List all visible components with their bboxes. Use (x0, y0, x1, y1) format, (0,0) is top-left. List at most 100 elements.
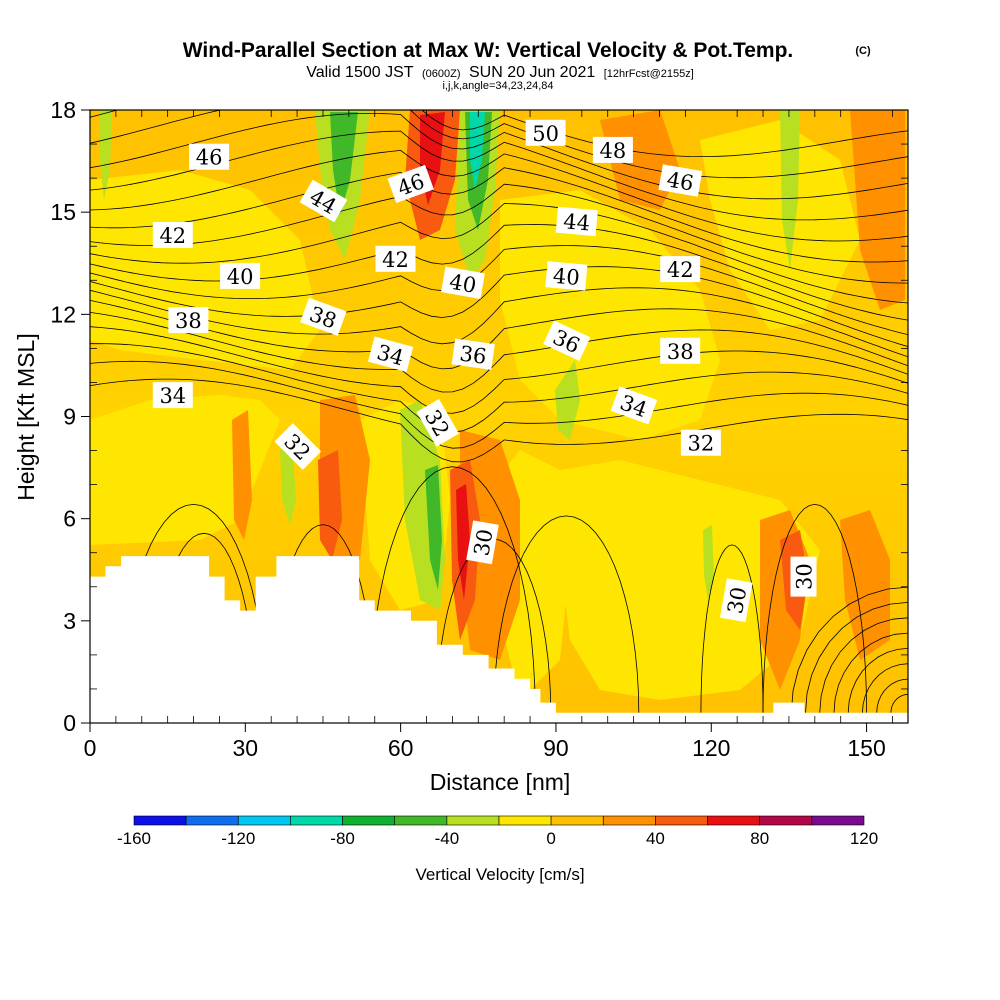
contour-label-text: 46 (196, 146, 223, 170)
contour-label-box (451, 338, 495, 370)
colorbar: -160 -120 -80 -40 0 40 80 120 (117, 815, 878, 848)
contour-label-box (680, 429, 721, 456)
colorbar-swatch (759, 815, 813, 826)
contour-label-box (220, 262, 261, 289)
velocity-zone (90, 170, 320, 370)
contour-label-box (441, 266, 485, 299)
y-tick-label: 3 (63, 608, 76, 634)
theta-contour (862, 663, 908, 713)
velocity-zone (318, 450, 342, 560)
velocity-zone (330, 112, 358, 215)
contour-label-box (300, 297, 347, 336)
contour-label-text: 38 (667, 340, 694, 364)
contour-label: 36 (451, 338, 495, 370)
contour-label: 40 (220, 262, 261, 289)
plot-area (90, 110, 908, 723)
theta-contour (90, 149, 908, 242)
theta-contour (90, 287, 908, 358)
colorbar-tick-label: -120 (221, 829, 255, 848)
velocity-zone (232, 410, 252, 540)
contour-label-box (610, 386, 658, 425)
contour-label-box (658, 164, 703, 197)
contour-label-box (375, 245, 416, 272)
contour-label-box (790, 556, 817, 597)
contour-label-box (152, 382, 193, 409)
theta-contour (90, 110, 908, 158)
velocity-zone (700, 120, 860, 330)
colorbar-label: Vertical Velocity [cm/s] (415, 865, 584, 884)
y-tick-label: 12 (50, 301, 76, 327)
x-axis-label: Distance [nm] (430, 769, 571, 795)
y-tick-label: 6 (63, 506, 76, 532)
colorbar-swatch (238, 815, 291, 826)
theta-contour (90, 312, 908, 393)
colorbar-tick-label: 0 (546, 829, 555, 848)
contour-label-text: 40 (448, 270, 478, 298)
x-tick-label: 90 (543, 735, 569, 761)
chart-params: i,j,k,angle=34,23,24,84 (442, 80, 553, 92)
theta-contour (90, 203, 908, 304)
contour-label-text: 48 (600, 139, 627, 163)
theta-contour (90, 245, 908, 335)
x-tick-label: 150 (847, 735, 885, 761)
colorbar-tick-label: 80 (750, 829, 769, 848)
contour-label: 30 (790, 556, 817, 597)
theta-contour (90, 183, 908, 284)
contour-label-text: 34 (159, 384, 186, 408)
contour-label-box (555, 206, 598, 237)
contour-label-text: 38 (175, 309, 202, 333)
contour-label-box (274, 423, 322, 470)
contour-label-text: 50 (532, 122, 559, 146)
velocity-zone (840, 510, 890, 660)
theta-contour (90, 343, 908, 433)
contour-label-text: 42 (159, 224, 186, 248)
contour-label-text: 30 (723, 585, 751, 615)
contour-label-box (152, 222, 193, 248)
theta-contour (890, 694, 908, 713)
theta-contour (90, 266, 908, 347)
theta-contour (805, 602, 908, 713)
theta-contour (493, 515, 640, 713)
contour-label-box (168, 307, 209, 334)
contour-label-box (367, 336, 414, 372)
contour-label: 46 (189, 143, 230, 170)
contour-label: 44 (555, 206, 598, 237)
theta-contour (90, 167, 908, 263)
contour-label: 38 (168, 307, 209, 334)
theta-contour (790, 586, 908, 713)
colorbar-tick-label: 40 (646, 829, 665, 848)
terrain-mask (90, 556, 908, 723)
theta-contour (762, 503, 867, 713)
contour-label: 46 (658, 164, 703, 197)
velocity-zone (280, 440, 296, 525)
x-tick-label: 120 (692, 735, 730, 761)
contour-label-box (416, 398, 460, 447)
contour-label-box (299, 179, 348, 223)
velocity-zone (500, 190, 720, 440)
contour-label: 42 (152, 222, 193, 248)
contour-label-box (660, 337, 701, 364)
colorbar-swatch (498, 815, 552, 826)
colorbar-tick-label: 120 (850, 829, 878, 848)
colorbar-swatch (185, 815, 239, 826)
contour-label-text: 40 (227, 265, 254, 289)
colorbar-swatch (290, 815, 343, 826)
contour-label-text: 46 (665, 167, 695, 195)
contour-label: 50 (525, 119, 566, 146)
colorbar-swatch (655, 815, 708, 826)
contour-label-text: 30 (793, 563, 817, 590)
contour-label-box (189, 143, 230, 170)
contour-label: 30 (466, 520, 499, 565)
contour-label-text: 42 (382, 248, 409, 272)
contour-label: 34 (610, 386, 658, 425)
theta-contour (847, 648, 908, 713)
velocity-zone (470, 112, 485, 190)
theta-contour (876, 678, 908, 713)
colorbar-swatch (342, 815, 396, 826)
colorbar-swatch (811, 815, 865, 826)
velocity-zone (555, 360, 580, 440)
theta-contour (90, 112, 908, 200)
velocity-zone (100, 110, 112, 200)
colorbar-swatch (550, 815, 604, 826)
